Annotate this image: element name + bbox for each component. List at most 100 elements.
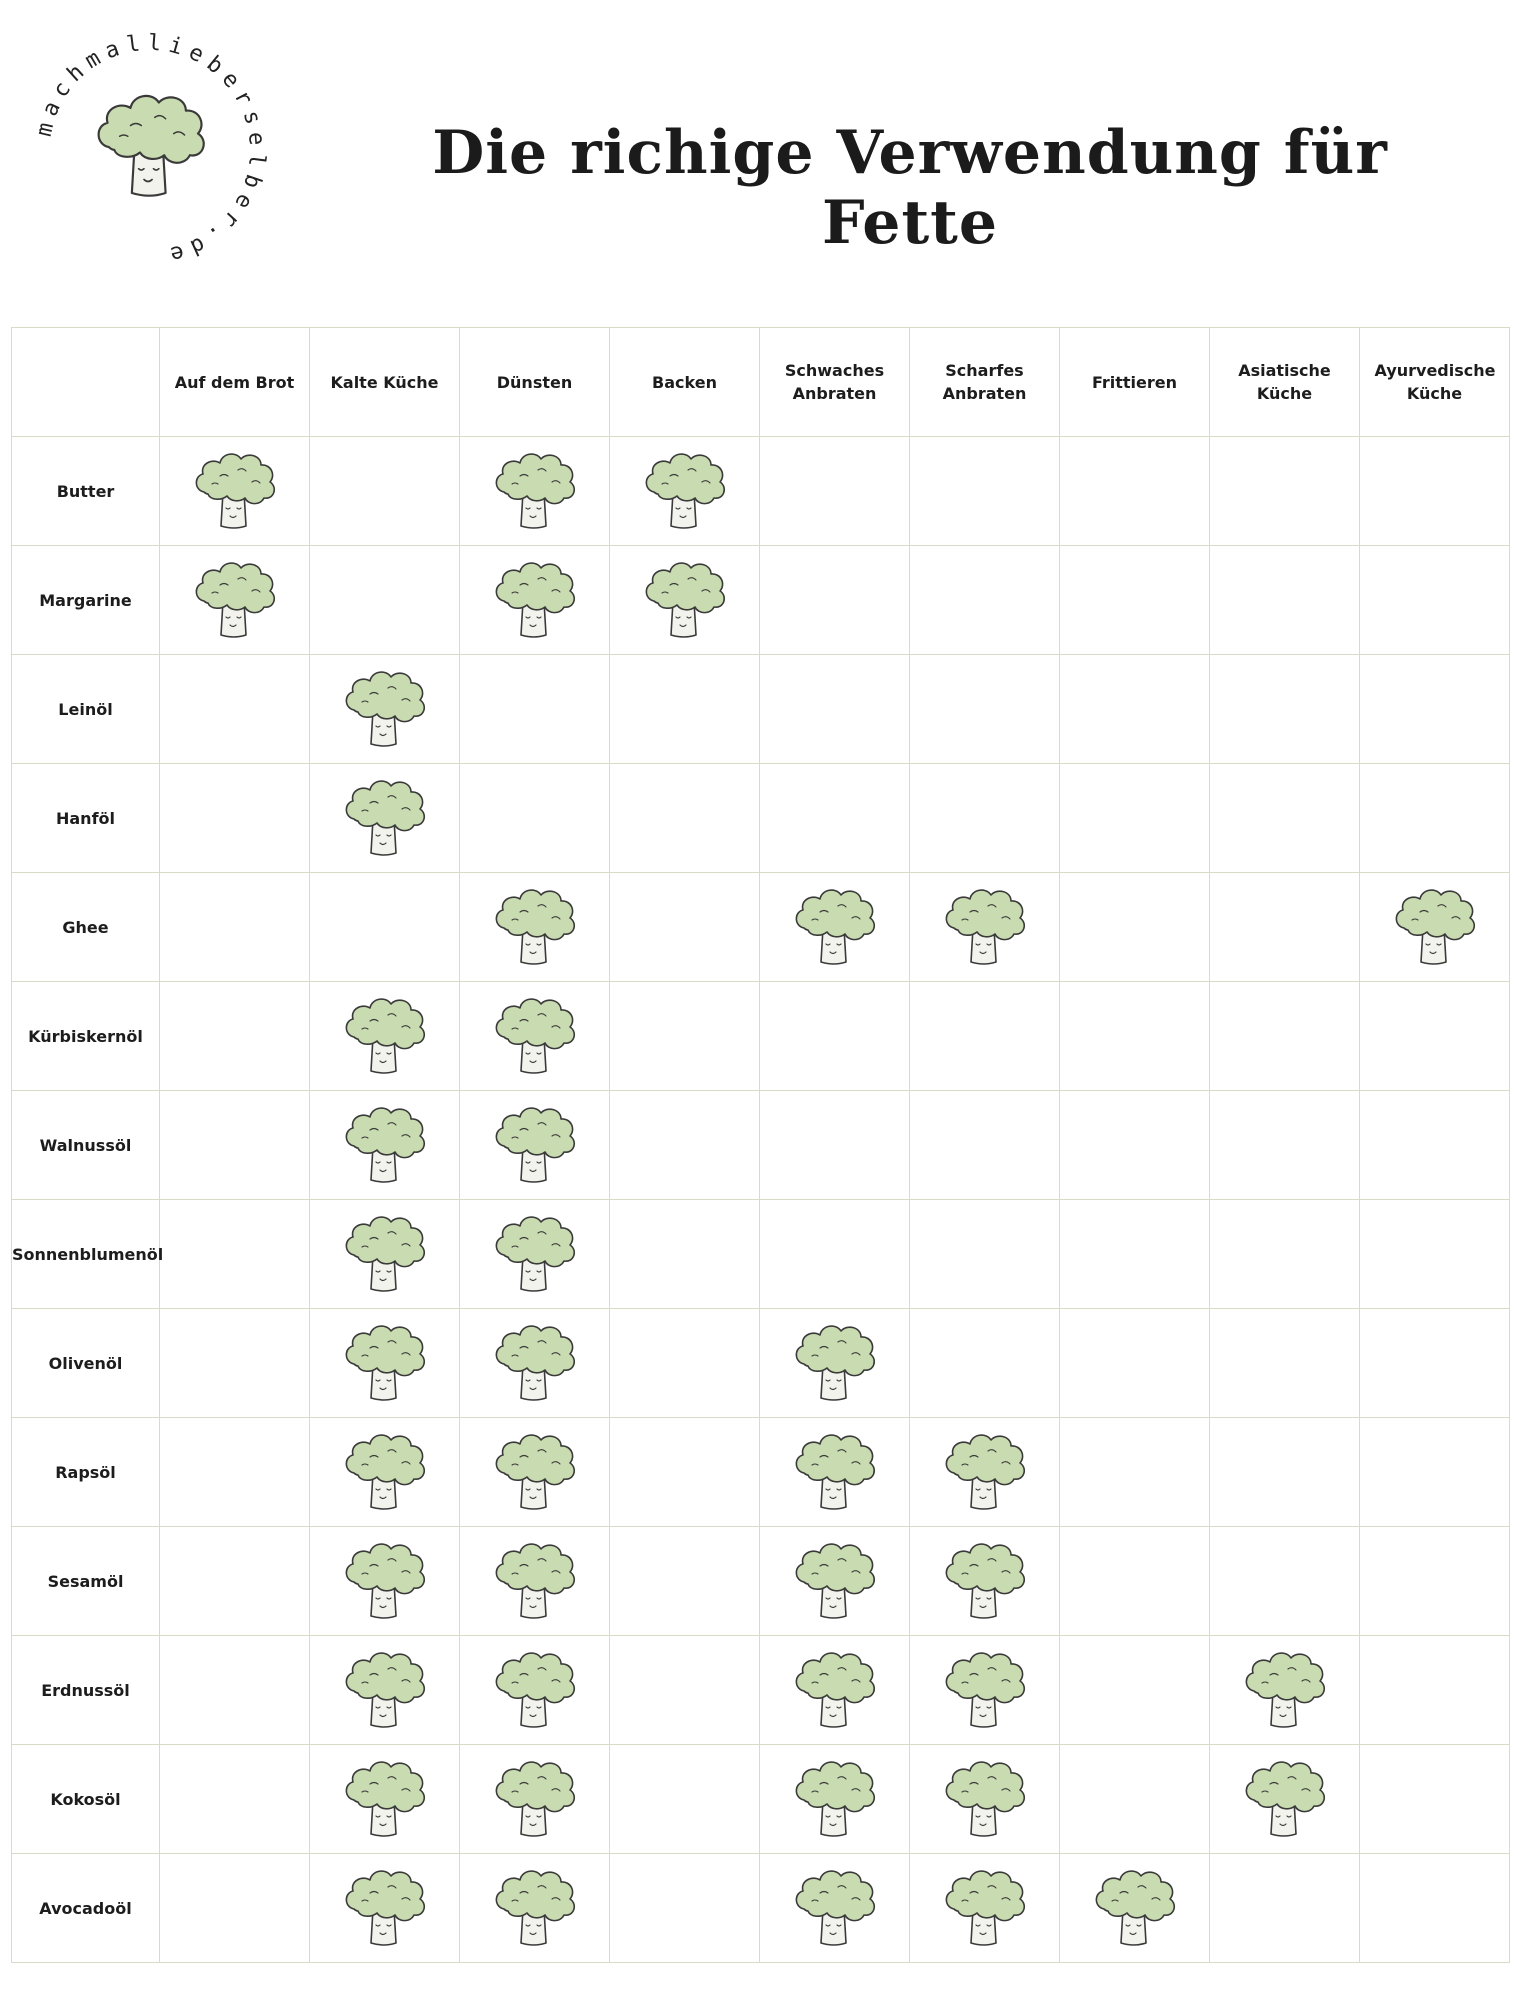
usage-cell [159,545,310,655]
broccoli-icon [495,1761,575,1837]
usage-cell [1059,1417,1210,1527]
broccoli-icon [945,1870,1025,1946]
usage-cell [309,1635,460,1745]
usage-cell [1059,545,1210,655]
column-header: Dünsten [459,327,610,437]
usage-cell [759,1308,910,1418]
broccoli-icon [945,1543,1025,1619]
usage-cell [459,763,610,873]
usage-cell [1209,1090,1360,1200]
broccoli-icon [495,889,575,965]
broccoli-icon [795,1434,875,1510]
table-row: Kürbiskernöl [11,981,1510,1091]
usage-cell [459,436,610,546]
usage-cell [1059,1853,1210,1963]
usage-cell [909,981,1060,1091]
usage-cell [609,1090,760,1200]
broccoli-icon [945,1761,1025,1837]
usage-cell [1059,1744,1210,1854]
table-row: Sesamöl [11,1526,1510,1636]
usage-cell [309,1308,460,1418]
broccoli-icon [1245,1652,1325,1728]
usage-cell [1359,545,1510,655]
usage-cell [1059,981,1210,1091]
usage-cell [459,545,610,655]
header-row: Auf dem Brot Kalte Küche Dünsten Backen … [11,327,1510,437]
broccoli-icon [345,1652,425,1728]
usage-cell [1209,1199,1360,1309]
row-label: Kokosöl [11,1744,160,1854]
usage-cell [459,1744,610,1854]
usage-cell [159,1744,310,1854]
row-label: Olivenöl [11,1308,160,1418]
usage-cell [609,1417,760,1527]
usage-cell [1209,654,1360,764]
usage-cell [1209,1744,1360,1854]
row-label: Erdnussöl [11,1635,160,1745]
usage-cell [909,1744,1060,1854]
broccoli-icon [495,1216,575,1292]
corner-cell [11,327,160,437]
row-label: Margarine [11,545,160,655]
broccoli-icon [645,453,725,529]
table-row: Butter [11,436,1510,546]
table-row: Olivenöl [11,1308,1510,1418]
usage-cell [609,1199,760,1309]
row-label: Walnussöl [11,1090,160,1200]
row-label: Sonnenblumenöl [11,1199,163,1309]
usage-cell [909,1417,1060,1527]
broccoli-icon [495,562,575,638]
usage-cell [909,1199,1060,1309]
broccoli-icon [195,453,275,529]
usage-cell [459,872,610,982]
usage-cell [759,1635,910,1745]
table-row: Kokosöl [11,1744,1510,1854]
table-row: Hanföl [11,763,1510,873]
column-header: Asiatische Küche [1209,327,1360,437]
column-header: Auf dem Brot [159,327,310,437]
usage-cell [609,545,760,655]
broccoli-icon [345,1216,425,1292]
usage-cell [459,654,610,764]
usage-cell [309,545,460,655]
usage-cell [759,436,910,546]
usage-cell [309,1744,460,1854]
usage-cell [159,1090,310,1200]
usage-cell [159,1526,310,1636]
usage-cell [759,1526,910,1636]
broccoli-icon [495,998,575,1074]
usage-cell [459,981,610,1091]
usage-cell [909,1308,1060,1418]
broccoli-icon [495,1870,575,1946]
usage-cell [459,1199,610,1309]
usage-cell [1209,436,1360,546]
broccoli-icon [795,1652,875,1728]
row-label: Avocadoöl [11,1853,160,1963]
fat-usage-table: Auf dem Brot Kalte Küche Dünsten Backen … [11,327,1510,1963]
usage-cell [759,1744,910,1854]
usage-cell [309,1090,460,1200]
usage-cell [459,1417,610,1527]
broccoli-icon [495,453,575,529]
usage-cell [609,1635,760,1745]
usage-cell [1359,1417,1510,1527]
usage-cell [1359,436,1510,546]
column-header: Frittieren [1059,327,1210,437]
table-row: Sonnenblumenöl [11,1199,1510,1309]
broccoli-icon [945,1652,1025,1728]
usage-cell [159,981,310,1091]
logo-graphic: machmallieberselber.de [32,31,263,269]
table-row: Leinöl [11,654,1510,764]
usage-cell [609,872,760,982]
usage-cell [1059,1090,1210,1200]
broccoli-icon [345,998,425,1074]
usage-cell [309,1526,460,1636]
broccoli-icon [945,889,1025,965]
usage-cell [1359,1090,1510,1200]
usage-cell [309,436,460,546]
usage-cell [159,1417,310,1527]
broccoli-icon [345,1434,425,1510]
broccoli-icon [345,671,425,747]
usage-cell [759,1853,910,1963]
usage-cell [759,1090,910,1200]
